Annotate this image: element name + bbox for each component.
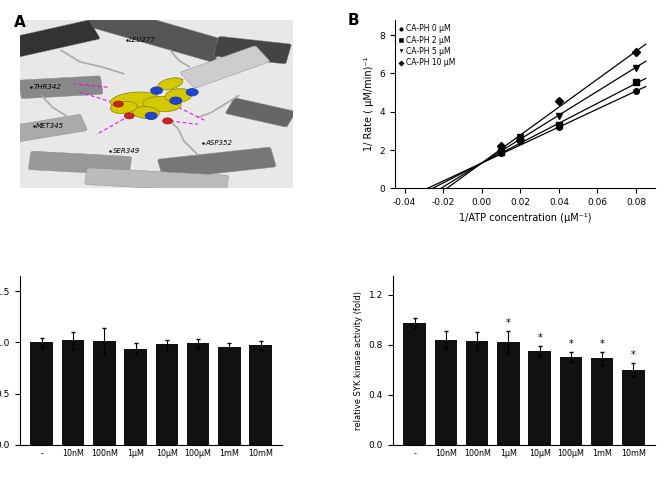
Text: A: A [15,15,26,30]
Text: *: * [569,339,573,349]
Bar [187,343,209,445]
Bar [124,349,147,445]
Circle shape [145,112,157,120]
X-axis label: 1/ATP concentration (μM⁻¹): 1/ATP concentration (μM⁻¹) [459,212,591,223]
Bar [93,341,116,445]
Bar [250,345,272,445]
Bar [156,344,178,445]
Bar [466,341,489,445]
FancyBboxPatch shape [214,37,291,64]
Bar [591,359,614,445]
FancyBboxPatch shape [19,76,103,98]
Circle shape [113,101,123,107]
Circle shape [169,97,182,104]
FancyBboxPatch shape [158,147,276,179]
Bar [30,342,53,445]
Bar [403,324,426,445]
Bar [528,351,551,445]
Text: B: B [348,13,359,28]
Bar [435,340,457,445]
FancyBboxPatch shape [0,115,87,144]
Y-axis label: relative SYK kinase activity (fold): relative SYK kinase activity (fold) [354,291,363,430]
Text: ASP352: ASP352 [206,140,233,146]
Text: THR342: THR342 [34,84,62,90]
Ellipse shape [143,96,181,112]
Text: *: * [631,350,636,360]
Circle shape [163,118,173,124]
FancyBboxPatch shape [85,168,228,192]
FancyBboxPatch shape [181,46,269,88]
Bar [622,370,645,445]
FancyBboxPatch shape [85,4,228,62]
Ellipse shape [165,88,192,103]
Circle shape [186,88,198,96]
Y-axis label: 1/ Rate ( μM/min)⁻¹: 1/ Rate ( μM/min)⁻¹ [364,57,374,151]
Ellipse shape [158,78,183,90]
Circle shape [151,87,163,94]
Text: LEU277: LEU277 [129,37,156,43]
Legend: CA-PH 0 μM, CA-PH 2 μM, CA-PH 5 μM, CA-PH 10 μM: CA-PH 0 μM, CA-PH 2 μM, CA-PH 5 μM, CA-P… [397,21,458,70]
FancyBboxPatch shape [0,20,100,60]
Text: SER349: SER349 [113,148,140,154]
Ellipse shape [111,92,159,109]
Circle shape [124,113,134,119]
Bar [62,340,84,445]
Ellipse shape [132,107,160,119]
FancyBboxPatch shape [226,98,295,127]
Bar [559,357,582,445]
Text: *: * [538,333,542,343]
FancyBboxPatch shape [28,151,132,175]
Bar [218,346,240,445]
Text: *: * [506,318,511,328]
Text: MET345: MET345 [36,123,64,129]
Bar [497,342,520,445]
Text: *: * [600,339,604,349]
Ellipse shape [111,101,137,114]
